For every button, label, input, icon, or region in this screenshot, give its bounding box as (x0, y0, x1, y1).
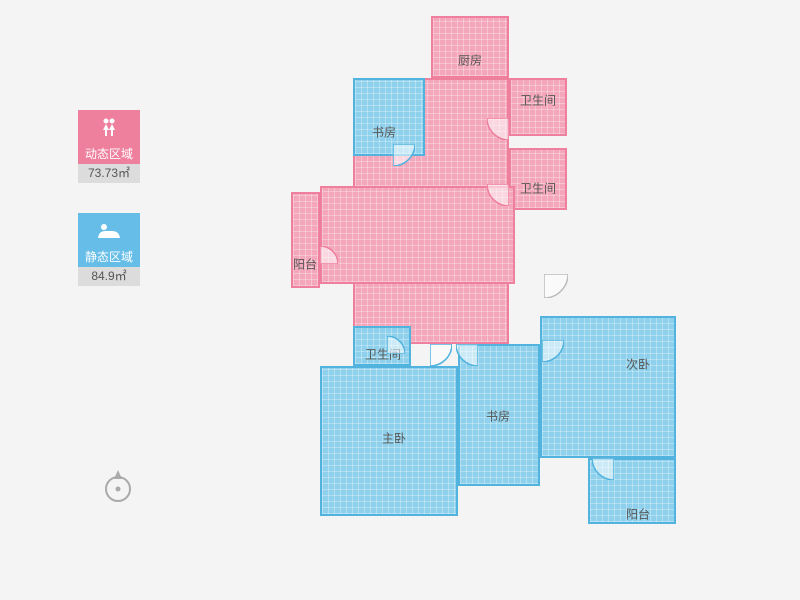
room-label-balcony1: 阳台 (293, 256, 317, 273)
door-arc-5 (387, 336, 405, 354)
dynamic-zone-label: 动态区域 (78, 145, 140, 164)
room-label-study1: 书房 (372, 124, 396, 141)
door-arc-2 (487, 184, 509, 206)
room-label-master: 主卧 (382, 430, 406, 447)
door-arc-3 (320, 246, 338, 264)
legend-static: 静态区域 84.9㎡ (78, 213, 140, 286)
room-label-study2: 书房 (486, 408, 510, 425)
room-label-kitchen: 厨房 (458, 52, 482, 69)
legend-panel: 动态区域 73.73㎡ 静态区域 84.9㎡ (78, 110, 140, 316)
room-label-bath2: 卫生间 (520, 180, 556, 197)
floorplan: 厨房卫生间卫生间客餐厅阳台书房卫生间主卧书房次卧阳台 (280, 16, 730, 571)
room-balcony1 (291, 192, 320, 288)
door-arc-1 (487, 118, 509, 140)
room-label-bath1: 卫生间 (520, 92, 556, 109)
dynamic-zone-icon (78, 110, 140, 145)
room-label-balcony2: 阳台 (626, 506, 650, 523)
static-zone-label: 静态区域 (78, 248, 140, 267)
static-zone-value: 84.9㎡ (78, 267, 140, 286)
compass-icon (100, 468, 136, 509)
dynamic-zone-value: 73.73㎡ (78, 164, 140, 183)
legend-dynamic: 动态区域 73.73㎡ (78, 110, 140, 183)
room-kitchen (431, 16, 509, 78)
door-arc-4 (544, 274, 568, 298)
room-label-second: 次卧 (626, 356, 650, 373)
door-arc-6 (430, 344, 452, 366)
door-arc-8 (542, 340, 564, 362)
door-arc-7 (456, 344, 478, 366)
door-arc-9 (592, 458, 614, 480)
door-arc-0 (393, 144, 415, 166)
room-second (540, 316, 676, 458)
room-living_ext (320, 186, 515, 284)
static-zone-icon (78, 213, 140, 248)
